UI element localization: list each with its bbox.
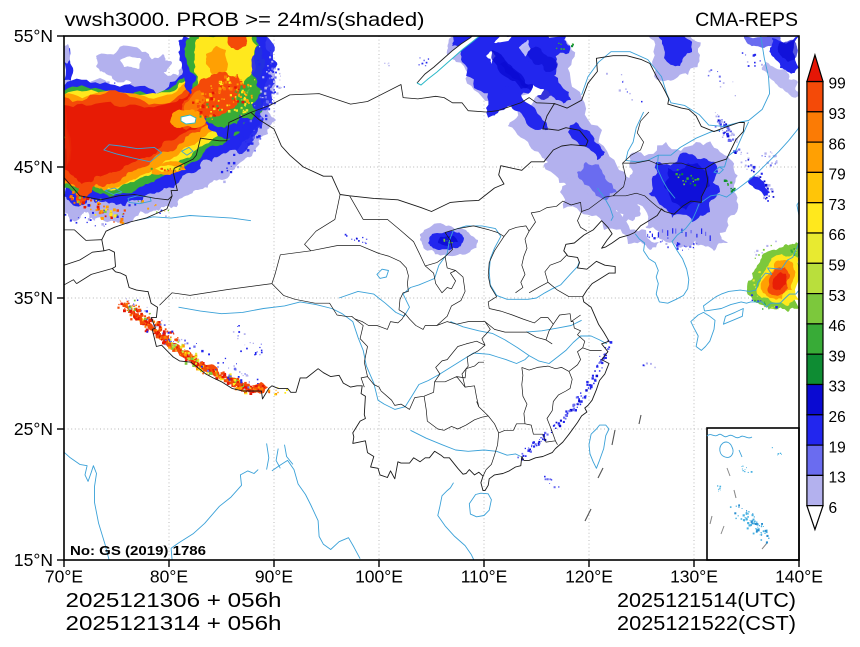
svg-text:19: 19 <box>829 439 846 456</box>
svg-text:120°E: 120°E <box>565 567 613 587</box>
svg-text:vwsh3000. PROB >= 24m/s(shaded: vwsh3000. PROB >= 24m/s(shaded) <box>65 9 425 31</box>
svg-text:100°E: 100°E <box>355 567 403 587</box>
svg-text:79: 79 <box>829 167 846 184</box>
svg-text:26: 26 <box>829 409 846 426</box>
svg-text:70°E: 70°E <box>45 567 83 587</box>
svg-text:46: 46 <box>829 318 846 335</box>
svg-text:86: 86 <box>829 136 846 153</box>
svg-text:39: 39 <box>829 348 846 365</box>
svg-text:55°N: 55°N <box>14 26 53 46</box>
svg-text:99: 99 <box>829 76 846 93</box>
svg-text:140°E: 140°E <box>775 567 823 587</box>
svg-text:93: 93 <box>829 106 846 123</box>
svg-text:2025121314 + 056h: 2025121314 + 056h <box>66 612 282 635</box>
svg-text:59: 59 <box>829 258 846 275</box>
svg-text:25°N: 25°N <box>14 419 53 439</box>
svg-text:35°N: 35°N <box>14 288 53 308</box>
svg-text:73: 73 <box>829 197 846 214</box>
svg-text:13: 13 <box>829 470 846 487</box>
svg-text:2025121522(CST): 2025121522(CST) <box>617 612 796 635</box>
svg-text:33: 33 <box>829 379 846 396</box>
svg-text:66: 66 <box>829 227 846 244</box>
svg-text:110°E: 110°E <box>461 567 508 587</box>
svg-text:2025121306 + 056h: 2025121306 + 056h <box>66 589 282 612</box>
svg-text:53: 53 <box>829 288 846 305</box>
svg-text:6: 6 <box>829 500 838 517</box>
svg-text:90°E: 90°E <box>255 567 293 587</box>
svg-text:No: GS (2019) 1786: No: GS (2019) 1786 <box>70 544 206 558</box>
svg-text:80°E: 80°E <box>150 567 188 587</box>
svg-text:CMA-REPS: CMA-REPS <box>695 9 798 31</box>
svg-text:2025121514(UTC): 2025121514(UTC) <box>617 589 796 612</box>
svg-text:15°N: 15°N <box>14 550 53 570</box>
svg-text:45°N: 45°N <box>14 157 53 177</box>
svg-text:130°E: 130°E <box>670 567 718 587</box>
